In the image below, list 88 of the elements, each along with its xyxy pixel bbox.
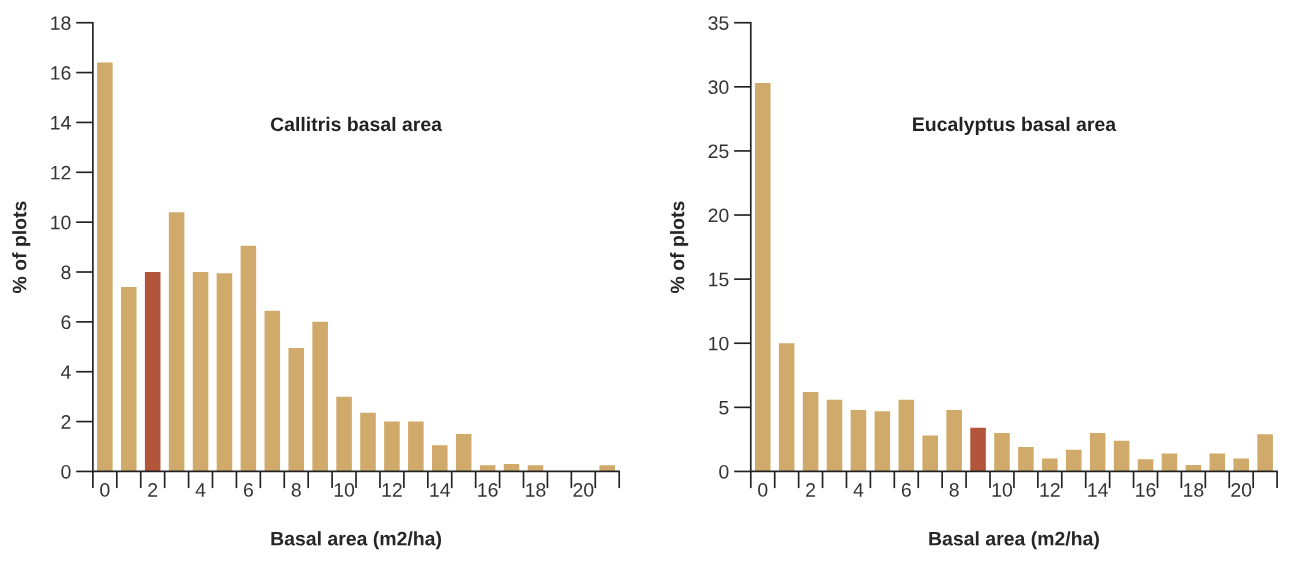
bar: [336, 396, 352, 472]
bar: [97, 62, 113, 472]
bar: [826, 399, 843, 472]
y-tick-label: 14: [51, 116, 71, 130]
y-tick-label: 2: [61, 415, 71, 429]
bar: [1018, 447, 1034, 472]
x-tick-label: 12: [382, 483, 402, 497]
y-tick-label: 20: [708, 208, 729, 223]
x-tick-label: 2: [148, 483, 158, 497]
y-tick-label: 6: [61, 315, 71, 330]
x-tick-label: 2: [806, 483, 816, 497]
x-tick-label: 18: [1184, 483, 1204, 497]
y-tick-label: 10: [51, 215, 71, 230]
bar: [994, 432, 1010, 472]
bar: [360, 412, 376, 472]
y-tick-label: 5: [719, 401, 729, 415]
bar: [455, 434, 472, 472]
bar: [144, 272, 161, 472]
y-tick-label: 4: [60, 365, 71, 379]
x-tick-label: 18: [526, 483, 546, 497]
bar: [1161, 453, 1178, 472]
x-tick-label: 16: [478, 483, 498, 497]
y-axis-title: % of plots: [12, 201, 31, 294]
y-tick-label: 15: [709, 272, 729, 287]
y-tick-label: 12: [51, 165, 71, 180]
y-tick-label: 0: [61, 464, 71, 479]
bar: [1233, 458, 1249, 472]
x-tick-label: 10: [992, 483, 1013, 497]
bar: [1185, 465, 1202, 472]
bar: [1065, 449, 1082, 472]
y-tick-label: 25: [708, 144, 729, 159]
x-axis-title: Basal area (m2/ha): [929, 531, 1099, 550]
bar: [922, 435, 938, 472]
y-tick-label: 0: [719, 464, 729, 479]
bar: [168, 212, 185, 472]
bar: [599, 465, 616, 472]
x-tick-label: 0: [100, 483, 110, 497]
y-tick-label: 16: [51, 66, 71, 80]
bar: [802, 391, 819, 472]
bar: [850, 409, 867, 472]
bar: [1089, 432, 1106, 472]
x-tick-label: 12: [1040, 483, 1060, 497]
bar: [1042, 458, 1058, 472]
x-tick-label: 20: [1231, 483, 1252, 497]
bar: [264, 310, 281, 472]
bar: [288, 348, 305, 472]
bar: [503, 463, 520, 472]
bar: [408, 421, 424, 472]
y-tick-label: 10: [709, 336, 729, 351]
y-tick-label: 8: [61, 265, 71, 280]
bar: [754, 82, 771, 472]
bar: [240, 245, 257, 472]
x-tick-label: 4: [195, 483, 206, 497]
x-tick-label: 8: [291, 483, 301, 497]
bar: [216, 273, 233, 472]
y-axis-title: % of plots: [670, 201, 689, 294]
bar: [898, 399, 915, 472]
y-tick-label: 35: [708, 16, 729, 30]
x-tick-label: 6: [243, 483, 253, 497]
x-tick-label: 14: [430, 483, 451, 497]
bar: [874, 411, 891, 472]
text: Callitris basal area: [270, 116, 443, 132]
bar: [192, 272, 209, 472]
bar: [778, 343, 795, 472]
bar: [527, 465, 544, 472]
bar: [946, 409, 962, 472]
x-tick-label: 14: [1088, 483, 1108, 497]
bar: [1209, 453, 1226, 472]
bar: [479, 465, 496, 472]
x-tick-label: 4: [853, 483, 864, 497]
bar: [120, 286, 137, 472]
bar: [1137, 459, 1154, 472]
x-axis-title: Basal area (m2/ha): [271, 531, 441, 550]
x-tick-label: 16: [1136, 483, 1156, 497]
text: Eucalyptus basal area: [913, 116, 1117, 135]
x-tick-label: 8: [949, 483, 959, 497]
bar: [970, 427, 986, 472]
bar: [432, 445, 448, 472]
x-tick-label: 6: [901, 483, 911, 497]
bar: [384, 421, 400, 472]
x-tick-label: 0: [758, 483, 768, 497]
bar: [1257, 434, 1273, 472]
y-tick-label: 30: [708, 80, 729, 95]
y-tick-label: 18: [51, 16, 71, 30]
bar: [312, 321, 328, 472]
x-tick-label: 10: [334, 483, 355, 497]
x-tick-label: 20: [573, 483, 594, 497]
bar: [1113, 440, 1130, 472]
